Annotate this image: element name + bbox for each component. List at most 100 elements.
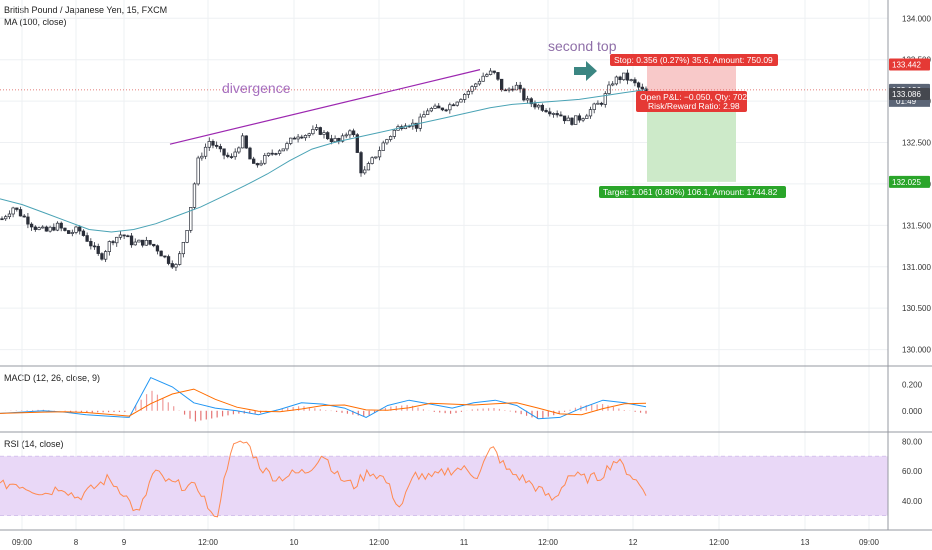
price-tick-label: 130.000 — [902, 346, 931, 355]
candle-body — [622, 72, 626, 81]
candle-body — [7, 213, 12, 218]
candle-body — [111, 241, 115, 244]
candle-body — [459, 99, 463, 103]
candle-body — [159, 250, 163, 257]
candle-body — [133, 241, 137, 246]
candle-body — [500, 78, 504, 91]
candle-body — [511, 88, 515, 91]
candle-body — [300, 136, 304, 139]
candle-body — [129, 235, 134, 246]
arrow-right-icon — [574, 61, 597, 81]
price-tick-label: 131.000 — [902, 263, 931, 272]
candle-body — [355, 134, 359, 153]
candle-body — [281, 148, 285, 152]
price-tick-label: 132.500 — [902, 139, 931, 148]
candle-body — [366, 163, 371, 171]
candle-body — [155, 245, 160, 252]
candle-body — [544, 110, 548, 113]
candle-body — [126, 235, 130, 238]
candle-body — [166, 256, 171, 264]
candle-body — [66, 230, 71, 234]
open-pl-label: Open P&L: −0.050, Qty: 702 — [640, 92, 747, 102]
price-tick-label: 131.500 — [902, 221, 931, 230]
time-tick-label: 12 — [629, 538, 638, 547]
candle-body — [222, 148, 226, 156]
rsi-tick-label: 60.00 — [902, 467, 923, 476]
candle-body — [525, 98, 530, 101]
candle-body — [562, 115, 567, 122]
candle-body — [192, 183, 197, 208]
candle-body — [74, 226, 78, 233]
candle-body — [462, 94, 467, 100]
time-tick-label: 9 — [122, 538, 127, 547]
ma-legend: MA (100, close) — [4, 17, 67, 27]
candle-body — [4, 216, 8, 220]
candle-body — [529, 98, 533, 105]
grid — [0, 0, 888, 530]
macd-histogram — [4, 390, 647, 422]
candle-body — [474, 83, 478, 87]
candle-body — [533, 103, 537, 108]
candle-body — [492, 70, 496, 73]
candle-body — [599, 102, 604, 105]
candle-body — [296, 136, 300, 140]
candle-body — [314, 127, 319, 130]
candle-body — [152, 243, 156, 247]
candle-body — [340, 135, 345, 142]
time-tick-label: 10 — [290, 538, 299, 547]
candle-body — [15, 207, 19, 210]
candle-body — [414, 122, 419, 129]
second-top-label: second top — [548, 38, 617, 54]
candle-body — [144, 240, 148, 246]
candle-body — [585, 115, 589, 119]
time-tick-label: 09:00 — [12, 538, 33, 547]
candle-body — [466, 90, 470, 95]
candle-body — [377, 150, 382, 158]
candle-body — [477, 80, 482, 85]
candle-body — [392, 129, 396, 137]
candle-body — [551, 113, 556, 115]
candle-body — [444, 109, 448, 112]
candle-body — [11, 207, 15, 215]
candle-body — [259, 162, 263, 166]
candle-body — [555, 113, 559, 116]
candle-body — [640, 86, 644, 90]
candle-body — [470, 86, 474, 92]
candle-body — [618, 76, 622, 81]
candle-body — [592, 103, 596, 110]
candle-body — [115, 236, 119, 244]
candle-body — [448, 104, 452, 111]
macd-legend: MACD (12, 26, close, 9) — [4, 373, 101, 383]
time-tick-label: 12:00 — [198, 538, 219, 547]
candle-body — [503, 89, 508, 92]
candle-body — [122, 234, 126, 237]
candle-body — [326, 132, 330, 140]
price-tick-label: 134.000 — [902, 14, 931, 23]
candle-body — [629, 79, 633, 81]
time-tick-label: 12:00 — [538, 538, 559, 547]
stop-label-bg — [610, 54, 778, 66]
candle-body — [55, 222, 60, 231]
time-tick-label: 09:00 — [859, 538, 880, 547]
rsi-tick-label: 80.00 — [902, 437, 923, 446]
candle-body — [518, 84, 522, 90]
candle-body — [63, 227, 67, 231]
candle-body — [170, 263, 174, 268]
candle-body — [566, 117, 570, 122]
candle-body — [100, 253, 104, 260]
candle-body — [588, 109, 593, 117]
candle-body — [244, 135, 248, 149]
candle-body — [196, 157, 200, 185]
candle-body — [488, 70, 493, 75]
target-label: Target: 1.061 (0.80%) 106.1, Amount: 174… — [603, 187, 778, 197]
candle-body — [37, 227, 41, 230]
candle-body — [422, 114, 426, 118]
candle-body — [537, 104, 541, 108]
stop-label: Stop: 0.356 (0.27%) 35.6, Amount: 750.09 — [614, 55, 773, 65]
candle-body — [163, 255, 167, 258]
candle-body — [233, 151, 237, 158]
candle-body — [374, 156, 378, 159]
candle-body — [559, 114, 563, 117]
candle-body — [607, 84, 611, 94]
